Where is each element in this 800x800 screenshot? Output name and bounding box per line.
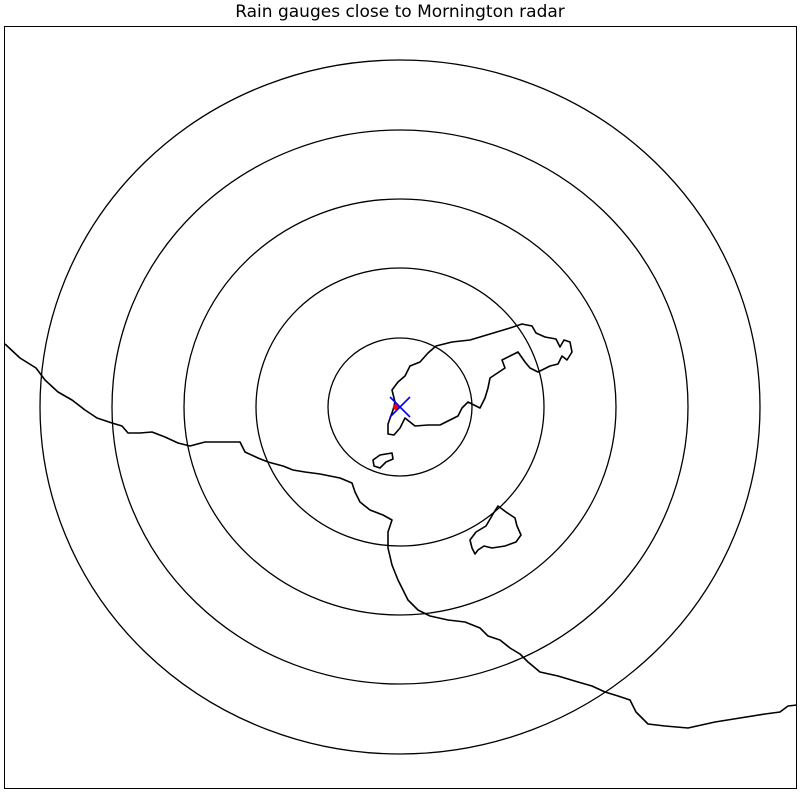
range-ring-2 xyxy=(255,267,545,547)
range-ring-5 xyxy=(39,59,761,755)
x-cross-icon-stroke xyxy=(389,396,411,418)
island-southeast xyxy=(469,505,522,555)
mainland-coastline xyxy=(4,343,798,729)
range-ring-4 xyxy=(111,129,689,685)
range-ring-3 xyxy=(183,198,617,616)
range-rings xyxy=(39,59,761,755)
island-small xyxy=(372,452,394,469)
radar-marker xyxy=(389,396,411,418)
range-ring-1 xyxy=(327,337,473,477)
coastline xyxy=(4,323,798,729)
map-frame xyxy=(4,26,797,789)
island-mornington xyxy=(387,323,573,436)
map-title: Rain gauges close to Mornington radar xyxy=(235,2,565,22)
